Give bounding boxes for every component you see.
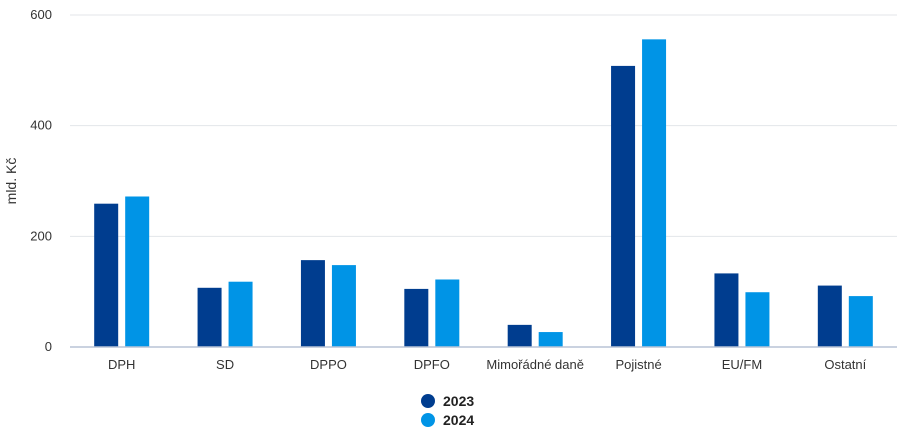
legend-label-2024: 2024 [443, 412, 474, 428]
bar-2024 [745, 292, 770, 347]
x-axis-ticks: DPH SD DPPO DPFO Mimořádné daně Pojistné EU/FM… [108, 357, 867, 372]
x-tick-label: Ostatní [824, 357, 866, 372]
x-tick-label: DPH [108, 357, 135, 372]
x-tick-label: Mimořádné daně [486, 357, 584, 372]
x-tick-label: SD [216, 357, 234, 372]
bar-2023 [817, 285, 842, 347]
bar-2023 [94, 203, 119, 347]
gridlines [70, 14, 897, 237]
y-tick-label: 600 [30, 7, 52, 22]
x-tick-label: EU/FM [722, 357, 762, 372]
bar-2024 [125, 196, 150, 347]
bar-2024 [435, 279, 460, 347]
bar-2023 [714, 273, 739, 347]
bar-2024 [228, 281, 253, 347]
bar-2023 [507, 324, 532, 347]
y-tick-label: 400 [30, 118, 52, 133]
bar-2023 [404, 288, 429, 347]
bar-2024 [642, 39, 667, 347]
x-tick-label: Pojistné [615, 357, 661, 372]
legend-label-2023: 2023 [443, 393, 474, 409]
bar-2023 [300, 260, 325, 347]
y-axis-title: mld. Kč [3, 158, 19, 205]
bars [94, 39, 873, 347]
bar-2024 [538, 332, 563, 347]
legend-marker-2023 [421, 394, 435, 408]
x-tick-label: DPFO [414, 357, 450, 372]
y-axis-ticks: 0 200 400 600 [30, 7, 52, 354]
bar-2024 [331, 265, 356, 347]
bar-2023 [197, 287, 222, 347]
y-tick-label: 0 [45, 339, 52, 354]
y-tick-label: 200 [30, 228, 52, 243]
bar-2023 [611, 65, 636, 347]
x-tick-label: DPPO [310, 357, 347, 372]
bar-2024 [848, 296, 873, 347]
legend: 2023 2024 [421, 393, 474, 428]
legend-marker-2024 [421, 413, 435, 427]
